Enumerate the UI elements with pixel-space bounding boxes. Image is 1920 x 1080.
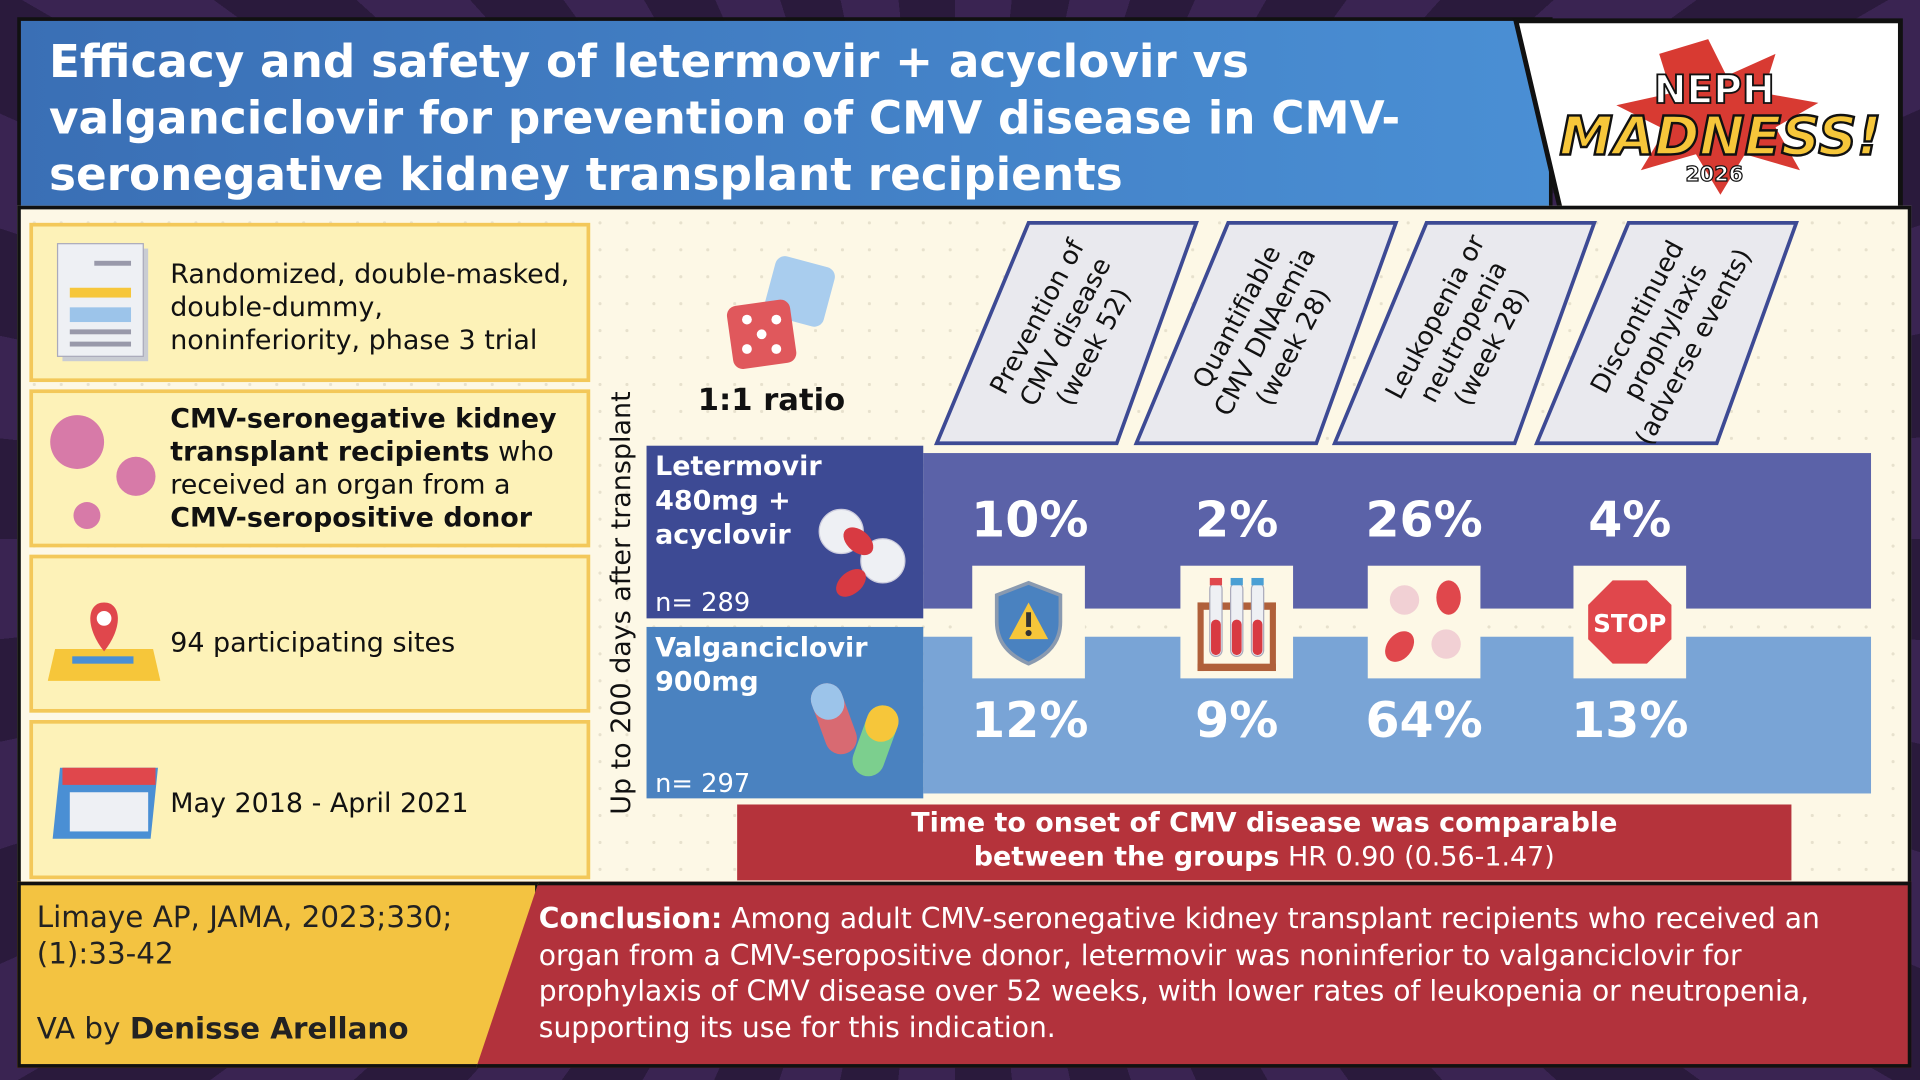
cells-icon-box: [1367, 565, 1481, 679]
ratio: 1:1 ratio: [697, 382, 846, 418]
outcome-box: [1133, 221, 1399, 446]
arm1-box: [646, 445, 924, 619]
result-value: 10%: [971, 492, 1089, 549]
finding-bold: Time to onset of CMV disease was compara…: [911, 808, 1618, 839]
tubes-icon-box: [1180, 565, 1294, 679]
period-box: May 2018 - April 2021: [29, 720, 591, 880]
citation: Limaye AP, JAMA, 2023;330;(1):33-42: [36, 900, 453, 972]
tubes-icon: [1197, 577, 1276, 672]
result-value: 9%: [1195, 693, 1279, 750]
arm2-n: n= 297: [655, 768, 751, 799]
credit-author: Denisse Arellano: [129, 1011, 409, 1046]
conclusion: Conclusion: Among adult CMV-seronegative…: [539, 902, 1886, 1046]
population-plain: who received an organ from a: [170, 437, 554, 501]
period-text: May 2018 - April 2021: [170, 788, 469, 820]
title-banner: [17, 17, 1553, 214]
result-value: 13%: [1571, 693, 1689, 750]
dice-icon: [726, 256, 835, 369]
logo-line2: MADNESS!: [1559, 104, 1881, 167]
finding-bar: Time to onset of CMV disease was compara…: [737, 804, 1792, 881]
stop-text: STOP: [1593, 609, 1666, 638]
document-icon: [56, 243, 149, 362]
stop-icon: STOP: [1588, 580, 1672, 664]
stop-icon-box: STOP: [1573, 565, 1687, 679]
arm1-name: Letermovir 480mg + acyclovir: [655, 451, 822, 554]
result-value: 4%: [1588, 492, 1672, 549]
logo: NEPH MADNESS! 2026: [1512, 18, 1903, 286]
map-icon: [47, 602, 161, 681]
sites-text: 94 participating sites: [170, 628, 456, 659]
logo-year: 2026: [1685, 162, 1743, 186]
population-text: CMV-seronegative kidney transplant recip…: [170, 403, 581, 535]
conclusion-label: Conclusion:: [538, 903, 723, 936]
virus-icon: [50, 415, 156, 529]
result-value: 64%: [1365, 693, 1483, 750]
arm2-name: Valganciclovir 900mg: [655, 632, 867, 701]
shield-icon: [994, 580, 1063, 666]
design-text: Randomized, double-masked, double-dummy,…: [170, 259, 570, 357]
arm-name-line: Letermovir: [655, 451, 822, 483]
result-value: 2%: [1195, 492, 1279, 549]
result-value: 26%: [1365, 492, 1483, 549]
finding-bold: between the groups: [973, 842, 1280, 874]
finding-hr: HR 0.90 (0.56-1.47): [1288, 842, 1555, 874]
arm-name-line: 480mg +: [655, 486, 791, 517]
population-bold: CMV-seropositive donor: [170, 503, 533, 534]
capsules-icon: [810, 683, 899, 777]
credit-prefix: VA by: [36, 1011, 121, 1046]
outcome-box: [933, 221, 1199, 446]
arm-name-line: Valganciclovir: [655, 633, 868, 664]
arm-name-line: acyclovir: [655, 520, 791, 552]
design-box: Randomized, double-masked, double-dummy,…: [29, 222, 591, 383]
result-value: 12%: [971, 693, 1089, 750]
calendar-icon: [52, 767, 158, 839]
logo-line1: NEPH: [1654, 68, 1775, 113]
outcome-box: [1331, 221, 1597, 446]
population-box: CMV-seronegative kidney transplant recip…: [29, 389, 591, 548]
citation-panel: [17, 881, 539, 1068]
shield-icon-box: [972, 565, 1085, 679]
pills-icon: [818, 508, 906, 597]
title: Efficacy and safety of letermovir + acyc…: [48, 35, 1401, 201]
sites-box: 94 participating sites: [29, 554, 591, 713]
credit: VA by Denisse Arellano: [37, 1011, 409, 1045]
arm-name-line: 900mg: [655, 667, 759, 698]
cells-icon: [1385, 580, 1461, 662]
arm1-n: n= 289: [655, 587, 751, 618]
population-bold: CMV-seronegative kidney transplant recip…: [170, 404, 557, 468]
conclusion-text: Among adult CMV-seronegative kidney tran…: [538, 903, 1820, 1044]
outcome-box: [1533, 221, 1799, 446]
logo-burst: [1616, 39, 1819, 195]
